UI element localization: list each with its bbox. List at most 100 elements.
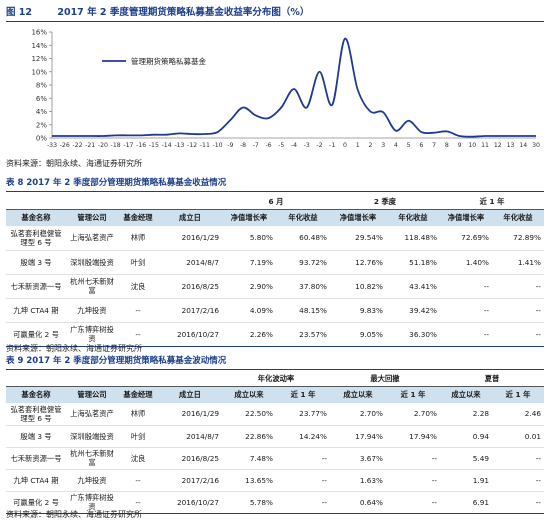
inception-date-cell: 2017/2/16 <box>158 469 222 492</box>
table8-header-9: 年化收益 <box>492 209 544 226</box>
x-tick-label: -6 <box>265 142 271 149</box>
value-cell: 37.80% <box>276 274 330 299</box>
table8-header-4: 净值增长率 <box>222 209 276 226</box>
x-tick-label: -7 <box>253 142 259 149</box>
table8-header-3: 成立日 <box>158 209 222 226</box>
y-tick-label: 2% <box>36 121 47 129</box>
value-cell: 0.94 <box>440 425 492 448</box>
inception-date-cell: 2016/10/27 <box>158 491 222 514</box>
value-cell: -- <box>386 491 440 514</box>
value-cell: -- <box>386 469 440 492</box>
table-row: 九坤 CTA4 期九坤投资 -- 2017/2/16 13.65% -- 1.63% -- 1… <box>6 469 544 492</box>
x-tick-label: -12 <box>187 142 197 149</box>
x-tick-label: -20 <box>98 142 108 149</box>
value-cell: 3.67% <box>330 447 386 470</box>
value-cell: 9.05% <box>330 322 386 347</box>
value-cell: 7.19% <box>222 250 276 275</box>
manager-cell: 沈良 <box>118 274 158 299</box>
value-cell: 23.77% <box>276 403 330 426</box>
company-cell: 深圳殷端投资 <box>66 425 118 448</box>
table-row: 可赢量化 2 号广东博弈树投资 -- 2016/10/27 2.26% 23.57% 9.… <box>6 322 544 347</box>
table9-header-9: 近 1 年 <box>492 386 544 403</box>
table9-header-1: 管理公司 <box>66 386 118 403</box>
inception-date-cell: 2016/8/25 <box>158 447 222 470</box>
table9-header-0: 基金名称 <box>6 386 66 403</box>
company-cell: 深圳殷端投资 <box>66 250 118 275</box>
fund-name-cell: 七禾新资源一号 <box>6 447 66 470</box>
inception-date-cell: 2016/10/27 <box>158 322 222 347</box>
x-tick-label: -1 <box>329 142 335 149</box>
x-tick-label: 6 <box>419 142 423 149</box>
legend-label: 管理期货策略私募基金 <box>131 56 206 66</box>
value-cell: 2.70% <box>330 403 386 426</box>
manager-cell: 林师 <box>118 403 158 426</box>
company-cell: 杭州七禾新财富 <box>66 274 118 299</box>
manager-cell: 林师 <box>118 226 158 251</box>
x-tick-label: -2 <box>316 142 322 149</box>
fund-name-cell: 可赢量化 2 号 <box>6 322 66 347</box>
table8-returns: 6 月 2 季度 近 1 年 基金名称 管理公司 基金经理 成立日 净值增长率 年化收益净… <box>6 195 544 347</box>
value-cell: 13.65% <box>222 469 276 492</box>
company-cell: 九坤投资 <box>66 298 118 323</box>
value-cell: 23.57% <box>276 322 330 347</box>
fund-name-cell: 弘茗套利稳健管理型 6 号 <box>6 403 66 426</box>
x-tick-label: -4 <box>291 142 297 149</box>
value-cell: 2.28 <box>440 403 492 426</box>
return-distribution-chart: 0%2%4%6%8%10%12%14%16%-33 -26 -22 -21 -20 -18… <box>31 29 540 150</box>
value-cell: 93.72% <box>276 250 330 275</box>
value-cell: -- <box>440 298 492 323</box>
x-tick-label: 11 <box>481 142 489 149</box>
table-row: 七禾新资源一号 杭州七禾新财富 沈良 2016/8/25 7.48% -- 3.67% -- 5… <box>6 447 544 470</box>
value-cell: 14.24% <box>276 425 330 448</box>
value-cell: 1.41% <box>492 250 544 275</box>
fund-name-cell: 九坤 CTA4 期 <box>6 298 66 323</box>
fund-name-cell: 七禾新资源一号 <box>6 274 66 299</box>
x-tick-label: -11 <box>200 142 210 149</box>
x-tick-label: 14 <box>519 142 527 149</box>
x-tick-label: -8 <box>240 142 246 149</box>
x-tick-label: -17 <box>123 142 133 149</box>
x-tick-label: 12 <box>494 142 502 149</box>
table-row: 弘茗套利稳健管理型 6 号上海弘茗资产 林师 2016/1/29 5.80% 60.48… <box>6 226 544 251</box>
x-tick-label: 2 <box>368 142 372 149</box>
table9-header-2: 基金经理 <box>118 386 158 403</box>
table9-group-vol: 年化波动率 <box>222 372 330 387</box>
table-row: 殷端 3 号深圳殷端投资 叶剑 2014/8/7 7.19% 93.72% 12.76% 5… <box>6 250 544 275</box>
table8-group-q2: 2 季度 <box>330 195 440 210</box>
company-cell: 九坤投资 <box>66 469 118 492</box>
value-cell: 10.82% <box>330 274 386 299</box>
value-cell: -- <box>276 491 330 514</box>
company-cell: 上海弘茗资产 <box>66 226 118 251</box>
company-cell: 广东博弈树投资 <box>66 322 118 347</box>
value-cell: -- <box>492 447 544 470</box>
table8-header-0: 基金名称 <box>6 209 66 226</box>
table-row: 殷端 3 号深圳殷端投资 叶剑 2014/8/7 22.86% 14.24% 17.94%… <box>6 425 544 448</box>
y-tick-label: 4% <box>36 108 47 116</box>
fund-name-cell: 可赢量化 2 号 <box>6 491 66 514</box>
x-tick-label: -33 <box>47 142 57 149</box>
x-tick-label: 8 <box>445 142 449 149</box>
table8-header-2: 基金经理 <box>118 209 158 226</box>
manager-cell: 叶剑 <box>118 425 158 448</box>
value-cell: 9.83% <box>330 298 386 323</box>
table8-header-8: 净值增长率 <box>440 209 492 226</box>
value-cell: 1.91 <box>440 469 492 492</box>
value-cell: 72.69% <box>440 226 492 251</box>
x-tick-label: 9 <box>458 142 462 149</box>
inception-date-cell: 2014/8/7 <box>158 425 222 448</box>
inception-date-cell: 2016/1/29 <box>158 226 222 251</box>
table8-source: 资料来源：朝阳永续、海通证券研究所 <box>6 344 142 353</box>
value-cell: 12.76% <box>330 250 386 275</box>
x-tick-label: 4 <box>394 142 398 149</box>
y-tick-label: 14% <box>31 42 47 50</box>
value-cell: -- <box>492 274 544 299</box>
x-tick-label: 30 <box>532 142 540 149</box>
value-cell: 48.15% <box>276 298 330 323</box>
value-cell: 1.63% <box>330 469 386 492</box>
value-cell: 5.49 <box>440 447 492 470</box>
series-line <box>52 37 536 138</box>
table9-header-7: 近 1 年 <box>386 386 440 403</box>
table8-header-5: 年化收益 <box>276 209 330 226</box>
inception-date-cell: 2017/2/16 <box>158 298 222 323</box>
value-cell: 6.91 <box>440 491 492 514</box>
